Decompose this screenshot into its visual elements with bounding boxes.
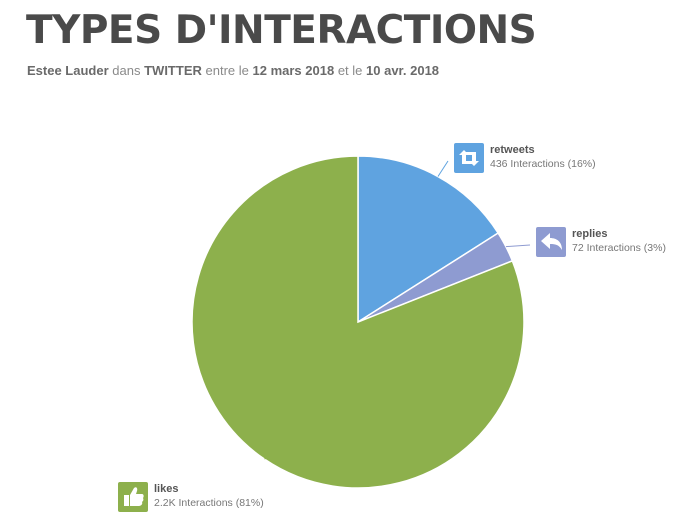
subtitle-in: dans (112, 63, 141, 78)
slice-value: 436 Interactions (16%) (490, 158, 596, 170)
thumbs-up-icon (118, 482, 148, 512)
date-end: 10 avr. 2018 (366, 63, 440, 78)
subtitle-and: et le (337, 63, 363, 78)
subtitle-between: entre le (205, 63, 249, 78)
pie-slice-retweets (357, 155, 500, 324)
reply-icon (536, 227, 566, 257)
leader-line-retweets (437, 160, 449, 177)
subtitle: Estee Lauder dans TWITTER entre le 12 ma… (27, 63, 439, 78)
retweet-icon (454, 143, 484, 173)
slice-label-likes: likes 2.2K Interactions (81%) (118, 482, 264, 512)
date-start: 12 mars 2018 (252, 63, 335, 78)
slice-name: replies (572, 228, 607, 240)
slice-value: 2.2K Interactions (81%) (154, 497, 264, 509)
brand-name: Estee Lauder (27, 63, 109, 78)
slice-label-replies: replies 72 Interactions (3%) (536, 227, 666, 257)
leader-line-replies (505, 244, 531, 248)
slice-name: likes (154, 483, 178, 495)
leader-line-likes (264, 456, 267, 460)
network-name: TWITTER (144, 63, 202, 78)
slice-name: retweets (490, 144, 535, 156)
slice-label-retweets: retweets 436 Interactions (16%) (454, 143, 596, 173)
page-title: TYPES D'INTERACTIONS (26, 8, 537, 53)
slice-value: 72 Interactions (3%) (572, 242, 666, 254)
